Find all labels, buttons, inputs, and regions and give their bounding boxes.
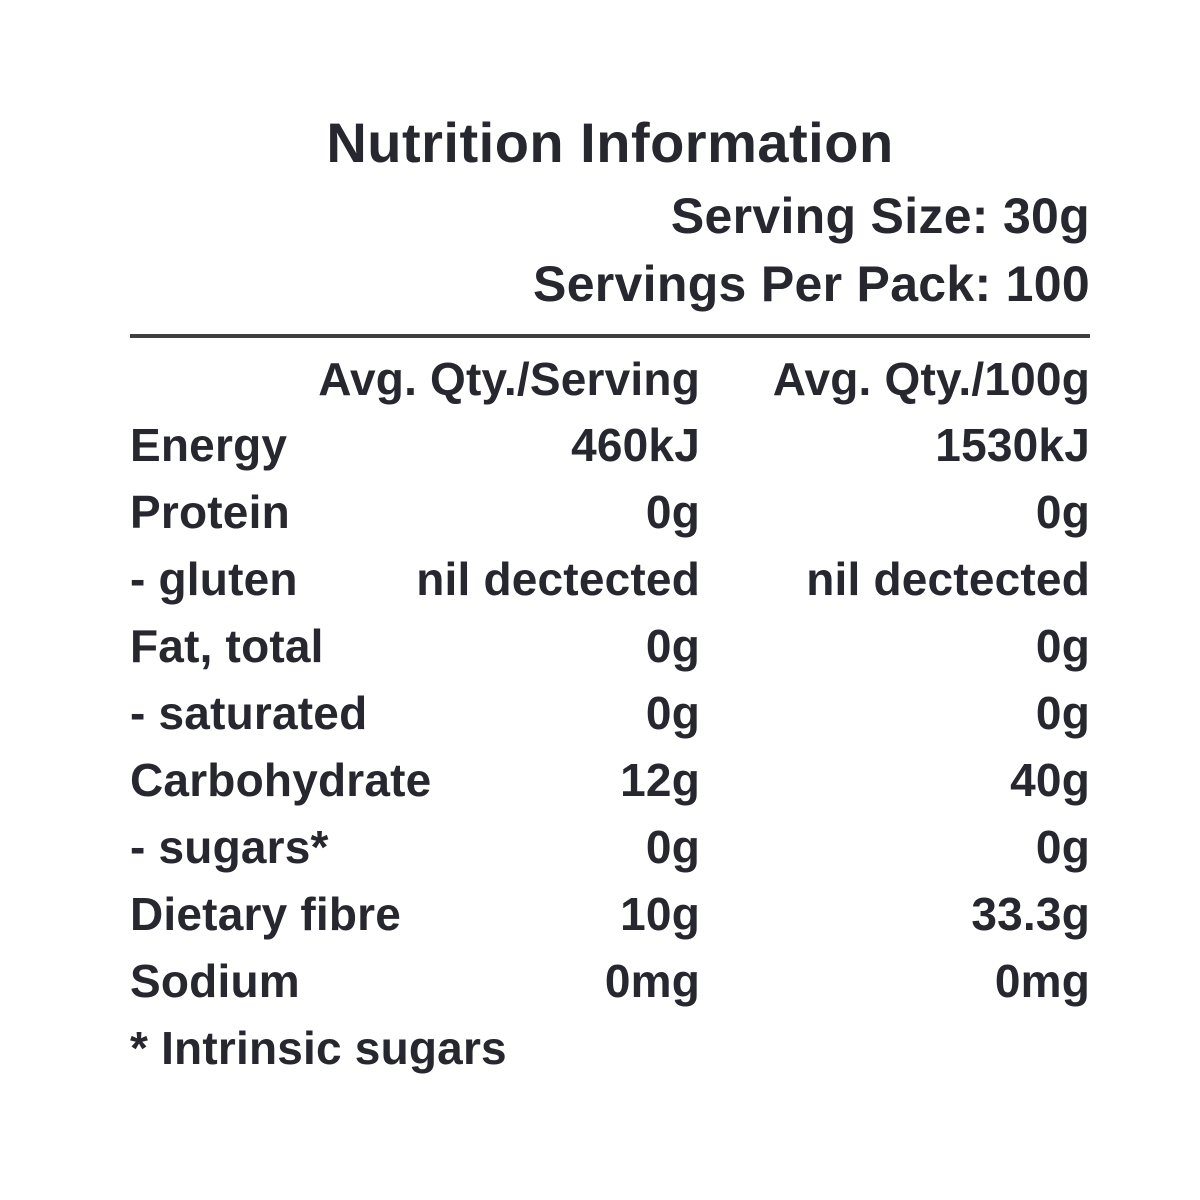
nutrient-value-per-100g: 33.3g	[971, 887, 1090, 940]
nutrient-value-per-100g: 0g	[1035, 485, 1090, 538]
nutrient-value-per-100g: 1530kJ	[935, 418, 1090, 471]
nutrient-label: Energy	[130, 418, 288, 471]
nutrient-value-per-serving: 0g	[645, 820, 700, 873]
nutrient-value-per-100g: 0g	[1035, 686, 1090, 739]
nutrient-row: Sodium 0mg 0mg	[130, 948, 1090, 1015]
nutrient-row: - sugars* 0g 0g	[130, 814, 1090, 881]
nutrient-value-per-serving: 12g	[620, 753, 700, 806]
nutrient-row: Dietary fibre 10g 33.3g	[130, 881, 1090, 948]
nutrient-row: - saturated 0g 0g	[130, 680, 1090, 747]
nutrient-label: Dietary fibre	[130, 887, 402, 940]
column-header-row: Avg. Qty./Serving Avg. Qty./100g	[130, 352, 1090, 406]
nutrient-value-per-serving: 0g	[645, 686, 700, 739]
nutrient-value-per-serving: 0g	[645, 485, 700, 538]
column-header-per-100g: Avg. Qty./100g	[772, 352, 1090, 405]
serving-size-line: Serving Size: 30g	[670, 187, 1090, 244]
nutrient-value-per-100g: nil dectected	[806, 552, 1090, 605]
nutrient-value-per-serving: nil dectected	[416, 552, 700, 605]
servings-per-pack-line: Servings Per Pack: 100	[533, 255, 1090, 312]
nutrient-label: Fat, total	[130, 619, 324, 672]
nutrient-row: Fat, total 0g 0g	[130, 613, 1090, 680]
nutrient-row: - gluten nil dectected nil dectected	[130, 546, 1090, 613]
nutrition-rows: Energy 460kJ 1530kJ Protein 0g 0g - gluten nil …	[130, 412, 1090, 1015]
nutrient-value-per-serving: 10g	[620, 887, 700, 940]
nutrient-value-per-100g: 40g	[1010, 753, 1090, 806]
nutrient-label: Protein	[130, 485, 290, 538]
column-header-per-serving: Avg. Qty./Serving	[318, 352, 700, 405]
nutrient-label: - gluten	[130, 552, 298, 605]
nutrient-value-per-serving: 0mg	[604, 954, 700, 1007]
nutrient-label: Carbohydrate	[130, 753, 432, 806]
nutrient-value-per-serving: 460kJ	[571, 418, 700, 471]
nutrient-label: - sugars*	[130, 820, 329, 873]
nutrient-value-per-100g: 0mg	[994, 954, 1090, 1007]
nutrient-row: Protein 0g 0g	[130, 479, 1090, 546]
nutrient-row: Carbohydrate 12g 40g	[130, 747, 1090, 814]
intrinsic-sugars-footnote: * Intrinsic sugars	[130, 1021, 507, 1074]
nutrient-label: - saturated	[130, 686, 368, 739]
nutrient-value-per-100g: 0g	[1035, 820, 1090, 873]
nutrition-panel: Nutrition Information Serving Size: 30g …	[130, 112, 1090, 1082]
nutrient-row: Energy 460kJ 1530kJ	[130, 412, 1090, 479]
nutrient-value-per-serving: 0g	[645, 619, 700, 672]
panel-title: Nutrition Information	[326, 111, 894, 174]
nutrient-label: Sodium	[130, 954, 300, 1007]
nutrient-value-per-100g: 0g	[1035, 619, 1090, 672]
header-rule	[130, 333, 1090, 338]
